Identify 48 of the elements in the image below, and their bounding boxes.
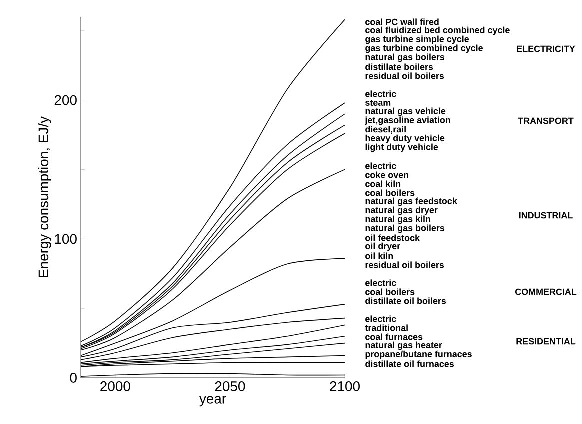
- text: heavy duty vehicle: [366, 134, 445, 144]
- x-tick-label: 2050: [215, 382, 246, 392]
- text: electric: [366, 316, 396, 322]
- text: coal kiln: [366, 180, 401, 188]
- text: electric: [366, 280, 396, 286]
- text: natural gas heater: [366, 342, 442, 350]
- text: TRANSPORT: [518, 118, 574, 124]
- text: gas turbine combined cycle: [366, 44, 483, 54]
- text: natural gas kiln: [366, 216, 430, 224]
- y-tick-label: 0: [70, 373, 77, 383]
- y-axis-title: Energy consumption, EJ/y: [38, 116, 52, 278]
- text: distillate boilers: [366, 64, 434, 70]
- x-tick-label: 2100: [330, 382, 360, 392]
- text: distillate oil furnaces: [366, 360, 454, 368]
- text: coal boilers: [366, 190, 415, 196]
- text: traditional: [365, 324, 408, 332]
- text: natural gas dryer: [366, 206, 438, 216]
- text: propane/butane furnaces: [366, 350, 472, 360]
- text: natural gas boilers: [366, 224, 445, 234]
- y-tick-label: 100: [55, 234, 77, 244]
- text: natural gas feedstock: [366, 198, 458, 206]
- x-tick-label: 2000: [100, 382, 130, 392]
- text: natural gas boilers: [366, 54, 445, 62]
- y-tick-label: 200: [54, 95, 77, 106]
- text: residual oil boilers: [366, 72, 444, 80]
- text: natural gas vehicle: [366, 108, 446, 116]
- text: coke oven: [366, 172, 408, 178]
- text: residual oil boilers: [366, 262, 444, 268]
- text: COMMERCIAL: [516, 288, 577, 296]
- text: distillate oil boilers: [366, 298, 446, 304]
- text: steam: [366, 100, 391, 106]
- text: ELECTRICITY: [517, 46, 576, 52]
- text: diesel,rail: [366, 126, 406, 134]
- text: electric: [366, 90, 396, 98]
- text: light duty vehicle: [366, 144, 438, 152]
- text: oil feedstock: [366, 234, 420, 242]
- x-axis-title: year: [199, 396, 226, 407]
- text: coal boilers: [366, 288, 415, 296]
- text: oil kiln: [366, 252, 394, 260]
- text: coal PC wall fired: [366, 18, 439, 26]
- text: gas turbine simple cycle: [366, 36, 470, 44]
- text: jet,gasoline aviation: [365, 116, 450, 126]
- text: oil dryer: [366, 242, 400, 252]
- text: electric: [366, 162, 396, 170]
- text: coal furnaces: [366, 334, 423, 340]
- text: RESIDENTIAL: [516, 338, 576, 345]
- text: INDUSTRIAL: [519, 212, 573, 219]
- text: coal fluidized bed combined cycle: [366, 26, 510, 36]
